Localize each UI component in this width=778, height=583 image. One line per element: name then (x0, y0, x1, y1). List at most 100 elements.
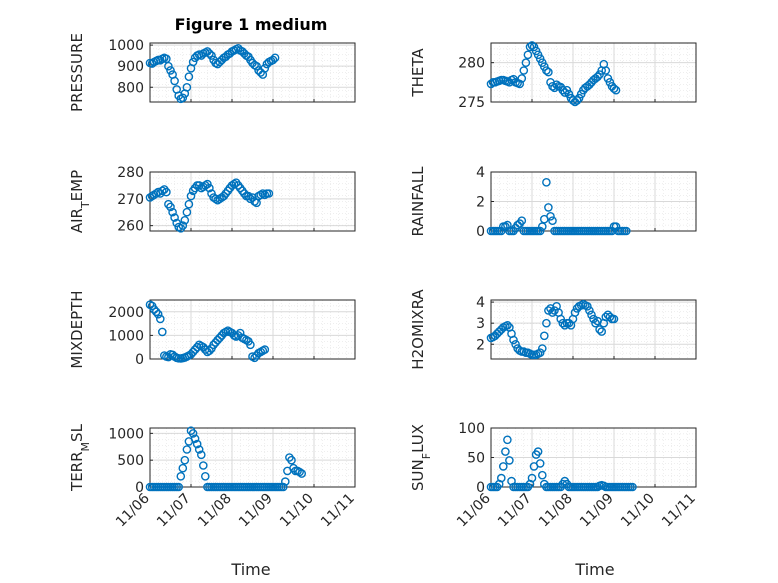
data-point (540, 331, 549, 341)
axes-box (490, 299, 697, 360)
data-point (558, 85, 568, 95)
data-point (174, 482, 183, 492)
data-point (542, 66, 551, 75)
data-point (190, 434, 200, 444)
data-point (548, 82, 557, 91)
data-point (194, 445, 204, 454)
data-point (548, 308, 557, 317)
y-tick-label: 280 (117, 165, 144, 181)
x-tick-label: 11/09 (236, 491, 276, 531)
data-point (538, 344, 547, 353)
data-point (535, 226, 545, 236)
subplot-theta: 275 280 THETA (409, 41, 697, 111)
data-point (560, 88, 570, 97)
data-point (260, 64, 270, 73)
data-point (560, 320, 570, 330)
data-point (517, 216, 527, 225)
y-axis-label: PRESSURE (68, 33, 86, 112)
x-tick-label: 11/08 (536, 491, 576, 531)
y-tick-label: 100 (458, 421, 485, 437)
data-point (205, 49, 214, 58)
data-point (280, 477, 290, 486)
data-point (611, 85, 621, 95)
data-point (176, 471, 186, 481)
data-point (196, 450, 206, 460)
data-point (622, 226, 631, 236)
data-point (593, 72, 602, 82)
data-point (205, 346, 214, 356)
y-tick-label: 800 (117, 80, 144, 96)
data-point (509, 335, 518, 345)
data-point (188, 57, 198, 67)
data-point (542, 177, 551, 187)
data-point (535, 348, 545, 358)
data-point (178, 221, 188, 230)
data-point (507, 476, 516, 486)
data-point (544, 67, 553, 77)
x-tick-label: 11/07 (154, 491, 194, 531)
x-tick-label: 11/09 (577, 491, 617, 531)
y-tick-label: 4 (476, 165, 485, 181)
data-point (544, 306, 553, 315)
data-point (570, 308, 580, 317)
data-point (213, 335, 222, 345)
y-tick-label: 1000 (108, 328, 144, 344)
subplot-terr: 0 500 1000 11/06 11/07 11/08 11/09 11/10 11/11 TE… (68, 423, 358, 530)
data-point (268, 55, 278, 65)
data-point (605, 312, 615, 322)
data-point (166, 202, 175, 212)
data-point (503, 220, 512, 230)
data-point (521, 58, 531, 68)
data-point (198, 461, 208, 470)
y-axis-label: RAINFALL (409, 166, 427, 237)
data-point (170, 76, 179, 86)
y-axis-label: H2OMIXRA (409, 289, 427, 370)
data-point (515, 79, 525, 89)
data-point (192, 439, 202, 449)
data-point (525, 42, 535, 52)
data-point (168, 207, 177, 217)
data-point (205, 183, 214, 193)
data-point (589, 314, 598, 324)
data-point (211, 194, 220, 204)
axes-box (149, 42, 356, 103)
data-point (517, 74, 527, 83)
data-point (533, 447, 543, 456)
axes-box (490, 42, 697, 103)
data-point (548, 216, 557, 225)
data-point (601, 66, 611, 75)
data-point (182, 83, 192, 92)
x-tick-label: 11/06 (113, 490, 153, 530)
data-point (184, 199, 194, 209)
x-tick-label: 11/08 (195, 491, 235, 531)
y-tick-label: 4 (476, 295, 485, 311)
data-point (503, 435, 512, 445)
data-point (182, 207, 192, 217)
data-point (556, 314, 566, 324)
subplot-pressure: 800 900 1000 PRESSURE (68, 33, 356, 112)
data-point (180, 215, 190, 225)
data-point (597, 327, 607, 336)
data-point (258, 189, 268, 198)
data-point (542, 318, 551, 328)
data-point (609, 314, 619, 324)
data-point (155, 314, 165, 324)
data-point (550, 306, 559, 315)
data-point (164, 61, 173, 71)
y-tick-label: 500 (117, 453, 144, 469)
data-point (264, 189, 274, 198)
data-point (157, 327, 167, 337)
data-point (591, 318, 600, 328)
data-point (519, 66, 529, 75)
data-point (501, 447, 510, 456)
x-tick-label: 11/10 (277, 491, 317, 531)
data-point (188, 429, 198, 438)
data-point (544, 203, 553, 212)
data-point (496, 473, 506, 483)
y-tick-label: 280 (458, 56, 485, 72)
y-tick-label: 0 (476, 224, 485, 240)
y-tick-label: 3 (476, 316, 485, 332)
data-point (182, 445, 192, 454)
